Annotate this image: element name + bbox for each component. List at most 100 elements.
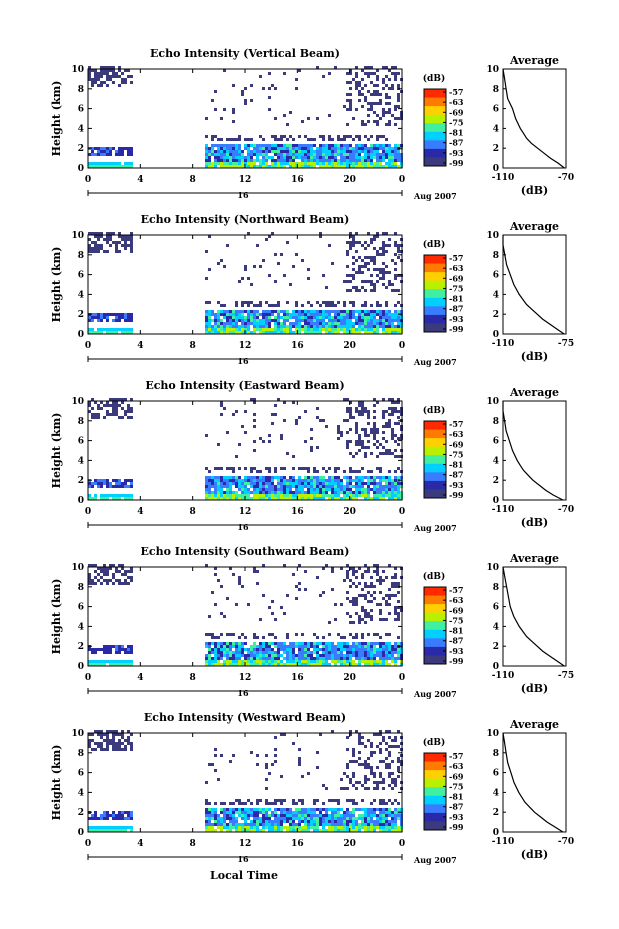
heat-cell	[355, 162, 358, 165]
heat-cell	[226, 319, 229, 322]
heat-cell	[91, 564, 94, 567]
heat-cell	[328, 799, 331, 802]
heat-cell	[394, 567, 397, 570]
heat-cell	[379, 742, 382, 745]
heat-cell	[340, 826, 343, 829]
heat-cell	[208, 153, 211, 156]
heat-cell	[394, 739, 397, 742]
day-label: 16	[237, 688, 249, 698]
heat-cell	[274, 316, 277, 319]
heat-cell	[337, 476, 340, 479]
heat-cell	[301, 310, 304, 313]
heat-cell	[253, 162, 256, 165]
heat-cell	[274, 654, 277, 657]
heat-cell	[268, 651, 271, 654]
x-tick-label: 20	[343, 341, 356, 351]
heat-cell	[217, 150, 220, 153]
heat-cell	[259, 799, 262, 802]
heat-cell	[343, 787, 346, 790]
heat-cell	[313, 153, 316, 156]
heat-cell	[211, 325, 214, 328]
heat-cell	[286, 648, 289, 651]
heat-cell	[334, 66, 337, 69]
heat-cell	[124, 829, 127, 832]
heat-cell	[274, 736, 277, 739]
x-tick-label: 16	[291, 839, 304, 849]
heat-cell	[394, 313, 397, 316]
heat-cell	[127, 497, 130, 500]
heat-cell	[301, 829, 304, 832]
heat-cell	[364, 331, 367, 334]
heat-cell	[283, 564, 286, 567]
heat-cell	[292, 325, 295, 328]
heat-cell	[394, 820, 397, 823]
heat-cell	[220, 153, 223, 156]
heat-cell	[391, 331, 394, 334]
heat-cell	[124, 165, 127, 168]
heat-cell	[238, 331, 241, 334]
heat-cell	[394, 241, 397, 244]
heat-cell	[361, 156, 364, 159]
heat-cell	[328, 114, 331, 117]
heat-cell	[235, 823, 238, 826]
heat-cell	[358, 739, 361, 742]
heat-cell	[244, 102, 247, 105]
heat-cell	[364, 491, 367, 494]
heat-cell	[247, 497, 250, 500]
heat-cell	[367, 663, 370, 666]
heat-cell	[262, 811, 265, 814]
heat-cell	[373, 313, 376, 316]
heat-cell	[352, 820, 355, 823]
heat-cell	[307, 829, 310, 832]
colorbar-tick-label: -75	[449, 283, 463, 293]
heat-cell	[88, 69, 91, 72]
heat-cell	[118, 570, 121, 573]
heat-cell	[388, 736, 391, 739]
heat-cell	[343, 817, 346, 820]
heat-cell	[334, 603, 337, 606]
heat-cell	[226, 497, 229, 500]
heat-cell	[253, 322, 256, 325]
heat-cell	[394, 289, 397, 292]
y-tick-label: 4	[78, 456, 84, 466]
colorbar-tick-label: -57	[449, 87, 463, 97]
heat-cell	[346, 576, 349, 579]
heat-cell	[205, 476, 208, 479]
heat-cell	[268, 476, 271, 479]
heat-cell	[394, 585, 397, 588]
heat-cell	[337, 802, 340, 805]
heat-cell	[253, 165, 256, 168]
heat-cell	[394, 609, 397, 612]
heat-cell	[259, 153, 262, 156]
heat-cell	[88, 316, 91, 319]
heat-cell	[289, 488, 292, 491]
heat-cell	[91, 331, 94, 334]
heat-cell	[271, 476, 274, 479]
heat-cell	[250, 322, 253, 325]
heat-cell	[118, 739, 121, 742]
heat-cell	[112, 410, 115, 413]
heat-cell	[97, 232, 100, 235]
heat-cell	[235, 316, 238, 319]
heat-cell	[346, 407, 349, 410]
heat-cell	[328, 159, 331, 162]
heat-cell	[280, 150, 283, 153]
heat-cell	[211, 162, 214, 165]
heat-cell	[364, 159, 367, 162]
heat-cell	[244, 642, 247, 645]
heat-cell	[91, 78, 94, 81]
heat-cell	[292, 322, 295, 325]
heat-cell	[355, 271, 358, 274]
heat-cell	[259, 491, 262, 494]
heat-cell	[361, 823, 364, 826]
heat-cell	[124, 316, 127, 319]
heat-cell	[208, 811, 211, 814]
heat-cell	[214, 823, 217, 826]
heat-cell	[388, 485, 391, 488]
heat-cell	[286, 663, 289, 666]
heat-cell	[112, 826, 115, 829]
heat-cell	[223, 615, 226, 618]
heat-cell	[115, 398, 118, 401]
heat-cell	[289, 663, 292, 666]
heat-cell	[343, 328, 346, 331]
